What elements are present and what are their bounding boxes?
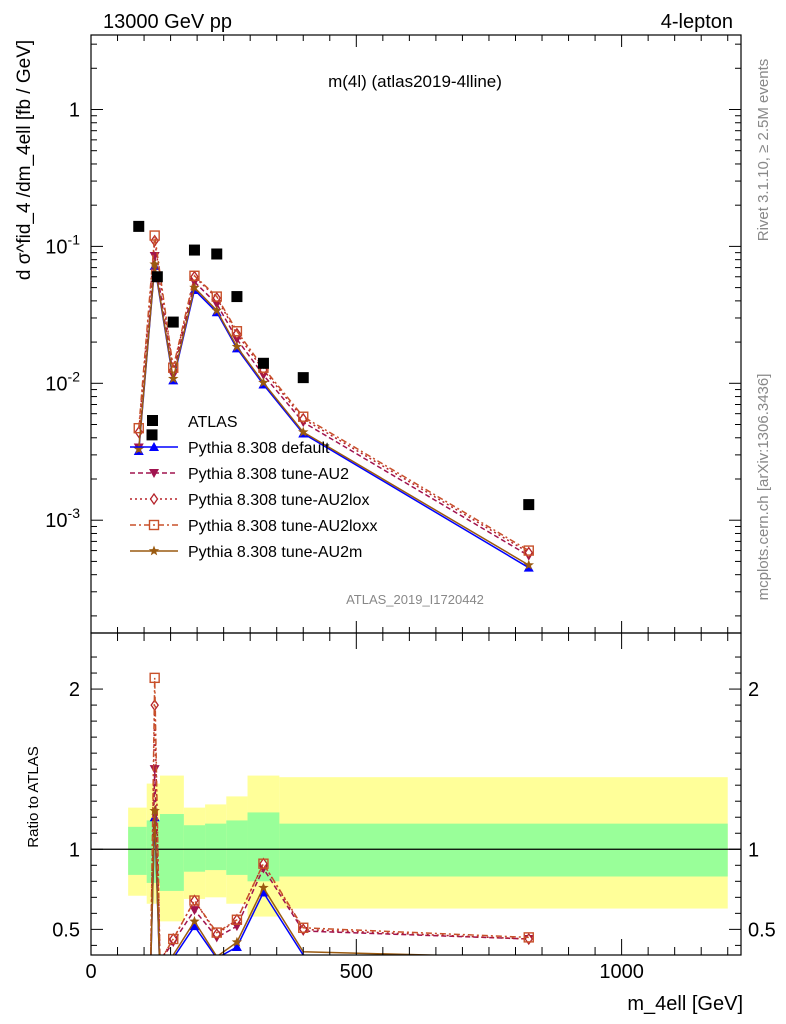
ratio-series-point [258, 882, 269, 893]
ratio-series-point [189, 895, 200, 906]
ratio-y-tick-label: 0.5 [52, 919, 80, 941]
main-series-line [138, 235, 530, 552]
main-series-point [211, 305, 222, 315]
ratio-series-point [149, 805, 160, 816]
ratio-inner-band [226, 820, 248, 875]
atlas-data-point [146, 429, 158, 441]
ratio-y-tick-labels: 0.5 0.5 1 1 2 2 [52, 679, 776, 941]
main-series-point [211, 291, 222, 302]
ratio-y-tick-label-right: 0.5 [748, 919, 776, 941]
legend-marker [149, 492, 159, 506]
ratio-series-point [149, 765, 160, 775]
main-y-tick-label: 10-3 [45, 505, 80, 532]
ratio-y-tick-label: 1 [69, 839, 80, 861]
main-ylabel: d σ^fid_4 /dm_4ell [fb / GeV] [14, 40, 35, 280]
atlas-data-point [231, 291, 243, 303]
main-y-tick-labels: 10-3 10-2 10-1 1 [45, 99, 80, 532]
main-title: m(4l) (atlas2019-4lline) [328, 72, 502, 91]
header-right: 4-lepton [661, 11, 733, 33]
atlas-data-point [151, 271, 163, 283]
ratio-y-tick-label-right: 1 [748, 839, 759, 861]
main-series-point [189, 270, 200, 281]
ratio-series [149, 672, 534, 955]
ratio-x-tick-label: 1000 [599, 961, 644, 983]
legend-marker [148, 519, 160, 531]
ratio-series-point [231, 936, 243, 947]
ratio-series-point [189, 921, 200, 931]
ratio-x-tick-labels: 0 500 1000 [85, 961, 643, 983]
legend: ATLAS Pythia 8.308 default Pythia 8.308 tu… [130, 414, 377, 561]
main-series-point [258, 377, 269, 388]
main-series-point [523, 545, 534, 556]
main-series-line [138, 255, 530, 557]
ratio-inner-band [183, 825, 206, 872]
header-left: 13000 GeV pp [103, 11, 232, 33]
mcplots-label: mcplots.cern.ch [arXiv:1306.3436] [755, 374, 772, 601]
ratio-inner-band [159, 814, 184, 891]
ratio-x-tick-label: 0 [85, 961, 96, 983]
ratio-ticks [90, 633, 741, 955]
ratio-series-point [258, 858, 269, 869]
main-series-point [168, 362, 179, 373]
main-series-point [168, 373, 179, 384]
ratio-y-tick-label: 2 [69, 679, 80, 701]
legend-marker [149, 469, 159, 478]
legend-atlas-marker [147, 415, 158, 426]
atlas-data-point [523, 499, 535, 511]
ratio-series-point [189, 906, 200, 916]
main-y-tick-label: 10-2 [45, 368, 80, 395]
main-series-point [298, 411, 309, 422]
main-series-point [231, 326, 243, 337]
atlas-data-point [257, 357, 269, 369]
ratio-panel: 0.5 0.5 1 1 2 2 0 500 1000 Ratio to ATLAS m_4el… [25, 632, 776, 1015]
ratio-series-point [149, 672, 160, 684]
main-panel: 10-3 10-2 10-1 1 m(4l) (atlas2019-4lline) A… [14, 34, 742, 634]
ratio-y-tick-label-right: 2 [748, 679, 759, 701]
ratio-inner-band [128, 826, 147, 875]
main-series-point [133, 443, 144, 454]
legend-label: Pythia 8.308 tune-AU2loxx [188, 518, 377, 535]
atlas-data-point [297, 372, 309, 384]
legend-marker [148, 545, 160, 556]
rivet-label: Rivet 3.1.10, ≥ 2.5M events [755, 59, 772, 242]
main-series-point [298, 426, 309, 437]
legend-label: Pythia 8.308 tune-AU2m [188, 544, 362, 561]
atlas-data-point [211, 248, 223, 260]
main-series-point [231, 341, 243, 352]
ratio-series-point [231, 914, 243, 925]
ratio-x-tick-label: 500 [340, 961, 373, 983]
main-series-point [133, 422, 144, 434]
atlas-data-point [188, 244, 200, 256]
main-ticks [90, 35, 741, 633]
main-series-point [189, 282, 200, 293]
ratio-series-point [523, 932, 534, 943]
ratio-bands [91, 775, 741, 922]
main-series-point [523, 559, 534, 570]
ratio-inner-band [279, 823, 728, 877]
legend-label: Pythia 8.308 tune-AU2lox [188, 492, 369, 509]
main-y-tick-label: 10-1 [45, 231, 80, 258]
atlas-data-point [167, 316, 179, 328]
legend-label: Pythia 8.308 default [188, 440, 330, 457]
ratio-ylabel: Ratio to ATLAS [25, 746, 42, 847]
main-y-tick-label: 1 [69, 99, 80, 121]
ratio-inner-band [205, 823, 227, 871]
ratio-xlabel: m_4ell [GeV] [627, 993, 743, 1015]
ratio-series-point [189, 915, 200, 926]
ratio-series-point [298, 922, 309, 933]
main-data-points [133, 220, 535, 511]
atlas-data-point [133, 220, 145, 232]
main-series-point [149, 230, 160, 241]
ratio-series-point [168, 933, 179, 945]
legend-label: Pythia 8.308 tune-AU2 [188, 466, 349, 483]
main-series [133, 230, 534, 572]
ratio-series-point [211, 927, 222, 938]
ratio-series-point [231, 941, 242, 951]
watermark: ATLAS_2019_I1720442 [346, 592, 484, 607]
legend-atlas-label: ATLAS [188, 414, 238, 431]
ratio-frame [90, 632, 742, 956]
legend-marker [149, 442, 159, 451]
main-series-point [149, 258, 160, 269]
